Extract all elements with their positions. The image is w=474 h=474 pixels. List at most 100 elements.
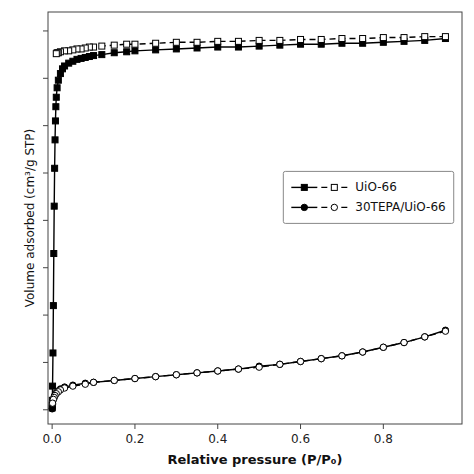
x-tick — [383, 424, 384, 429]
data-point — [318, 355, 324, 361]
data-point — [194, 45, 200, 51]
data-point — [152, 373, 158, 379]
series — [53, 34, 448, 57]
y-tick — [43, 409, 48, 410]
series-line — [53, 331, 446, 403]
data-point — [54, 50, 60, 56]
y-axis-label: Volume adsorbed (cm³/g STP) — [23, 129, 37, 308]
data-point — [359, 349, 365, 355]
data-point — [111, 50, 117, 56]
data-point — [132, 375, 138, 381]
data-point — [51, 251, 57, 257]
legend-label: UiO-66 — [355, 180, 397, 194]
data-point — [339, 353, 345, 359]
chart: 0.0 0.2 0.4 0.6 0.8 Relative pressure (P/P₀) V… — [0, 0, 474, 474]
data-point — [401, 339, 407, 345]
data-point — [53, 51, 59, 57]
data-point — [360, 36, 366, 42]
data-point — [442, 328, 448, 334]
data-point — [91, 53, 97, 59]
data-point — [132, 375, 138, 381]
legend: UiO-66 30TEPA/UiO-66 — [283, 171, 453, 223]
data-point — [55, 77, 61, 83]
data-point — [90, 379, 96, 385]
data-point — [215, 368, 221, 374]
data-point — [297, 358, 303, 364]
data-point — [70, 383, 76, 389]
series-line — [56, 37, 445, 54]
data-point — [52, 118, 58, 124]
data-point — [277, 37, 283, 43]
data-point — [52, 165, 58, 171]
x-tick — [300, 424, 301, 429]
data-point — [124, 49, 130, 55]
legend-marker — [301, 204, 307, 210]
data-point — [235, 44, 241, 50]
y-tick — [43, 315, 48, 316]
legend-marker — [331, 184, 337, 190]
legend-marker — [331, 204, 337, 210]
x-tick-label: 0.8 — [374, 432, 393, 446]
data-point — [401, 339, 407, 345]
data-point — [422, 34, 428, 40]
x-tick — [52, 424, 53, 429]
data-point — [124, 41, 130, 47]
data-point — [215, 44, 221, 50]
data-point — [194, 370, 200, 376]
data-point — [339, 353, 345, 359]
y-tick — [43, 30, 48, 31]
data-point — [99, 52, 105, 58]
data-point — [235, 38, 241, 44]
data-point — [90, 379, 96, 385]
data-point — [111, 42, 117, 48]
data-point — [380, 344, 386, 350]
legend-marker — [301, 184, 307, 190]
data-point — [52, 137, 58, 143]
series — [49, 328, 448, 406]
x-tick-label: 0.6 — [291, 432, 310, 446]
data-point — [50, 350, 56, 356]
data-point — [82, 380, 88, 386]
y-tick — [43, 362, 48, 363]
data-point — [359, 349, 365, 355]
data-point — [50, 303, 56, 309]
x-tick — [134, 424, 135, 429]
y-tick — [43, 125, 48, 126]
data-point — [318, 355, 324, 361]
data-point — [256, 364, 262, 370]
y-tick — [43, 267, 48, 268]
data-point — [215, 38, 221, 44]
y-tick — [43, 78, 48, 79]
data-point — [256, 43, 262, 49]
series — [49, 327, 449, 412]
x-tick-label: 0.2 — [125, 432, 144, 446]
x-axis-label: Relative pressure (P/P₀) — [168, 452, 343, 467]
data-point — [215, 368, 221, 374]
data-point — [132, 41, 138, 47]
data-point — [173, 46, 179, 52]
data-point — [173, 372, 179, 378]
data-point — [256, 363, 262, 369]
x-tick-label: 0.0 — [43, 432, 62, 446]
data-point — [153, 47, 159, 53]
data-point — [51, 203, 57, 209]
data-point — [339, 36, 345, 42]
data-point — [194, 370, 200, 376]
x-tick-label: 0.4 — [208, 432, 227, 446]
series-line — [52, 330, 445, 409]
data-point — [132, 48, 138, 54]
data-point — [235, 366, 241, 372]
data-point — [380, 35, 386, 41]
data-point — [298, 36, 304, 42]
data-point — [235, 366, 241, 372]
data-point — [297, 358, 303, 364]
data-point — [318, 36, 324, 42]
data-point — [401, 35, 407, 41]
legend-box — [283, 171, 453, 223]
data-point — [277, 361, 283, 367]
data-point — [70, 382, 76, 388]
x-tick — [217, 424, 218, 429]
data-point — [194, 39, 200, 45]
plot-frame — [48, 12, 462, 424]
legend-label: 30TEPA/UiO-66 — [355, 200, 445, 214]
